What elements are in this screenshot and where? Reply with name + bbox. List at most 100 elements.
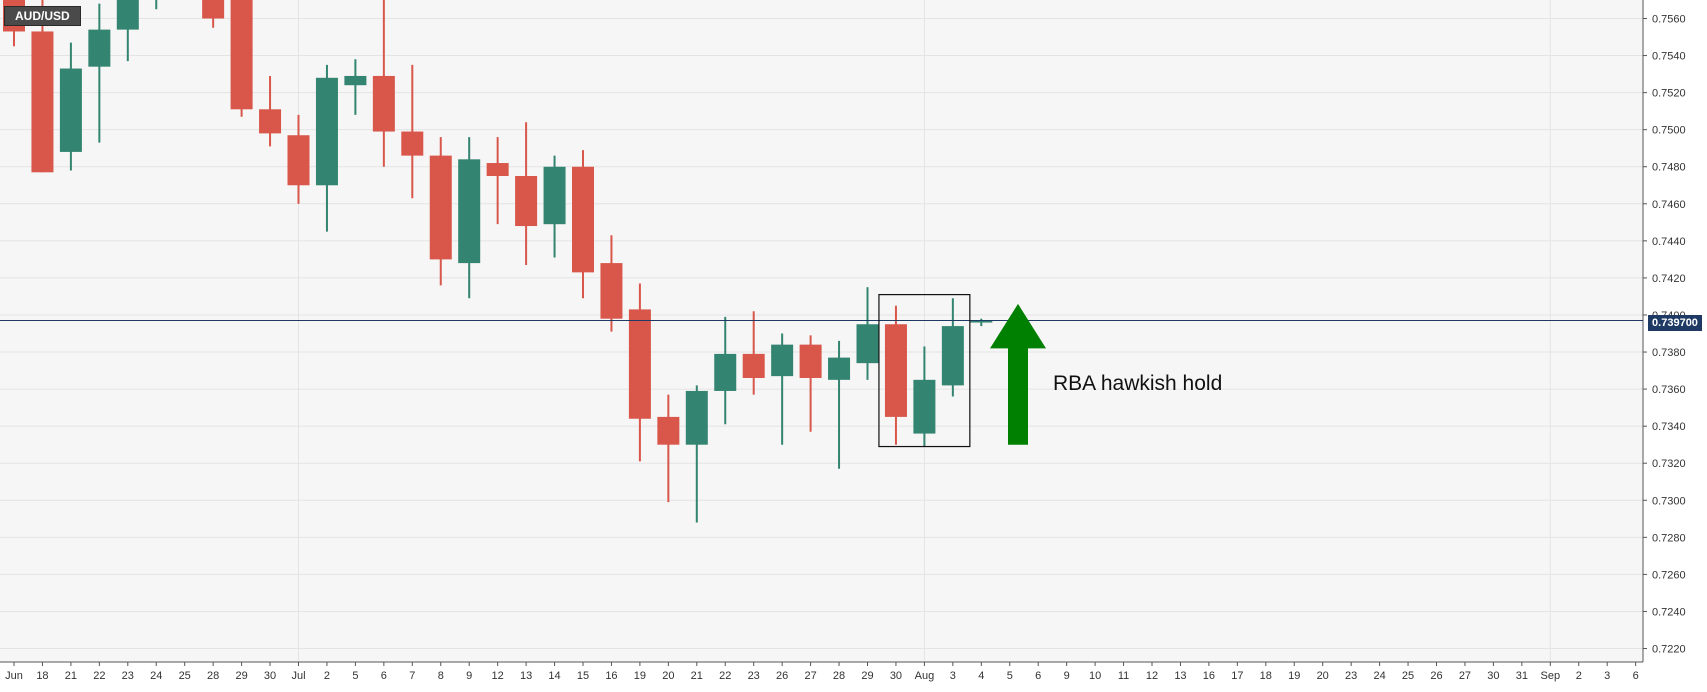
candle-body [429,155,452,260]
x-tick-label: Sep [1541,670,1561,682]
y-tick-label: 0.7240 [1652,606,1686,618]
candle-body [771,344,794,377]
x-tick-label: 6 [1633,670,1639,682]
y-tick-label: 0.7540 [1652,51,1686,63]
x-tick-label: 23 [122,670,134,682]
candle-body [202,0,225,19]
candle-body [344,75,367,86]
y-tick-label: 0.7320 [1652,458,1686,470]
candle-body [230,0,253,110]
y-tick-label: 0.7440 [1652,236,1686,248]
x-tick-label: 25 [1402,670,1414,682]
x-tick-label: 23 [748,670,760,682]
x-tick-label: 9 [466,670,472,682]
candle-body [315,77,338,186]
x-tick-label: 7 [409,670,415,682]
y-tick-label: 0.7260 [1652,569,1686,581]
x-tick-label: 26 [1430,670,1442,682]
x-tick-label: 17 [1231,670,1243,682]
x-tick-label: 6 [1035,670,1041,682]
x-tick-label: 16 [605,670,617,682]
x-tick-label: 21 [691,670,703,682]
candle-body [31,31,54,173]
x-tick-label: 29 [235,670,247,682]
x-tick-label: 20 [1317,670,1329,682]
y-tick-label: 0.7220 [1652,644,1686,656]
x-tick-label: 14 [548,670,560,682]
y-tick-label: 0.7500 [1652,125,1686,137]
x-tick-label: 3 [950,670,956,682]
x-tick-label: 13 [520,670,532,682]
candle-body [714,353,737,391]
x-tick-label: 19 [1288,670,1300,682]
y-tick-label: 0.7380 [1652,347,1686,359]
candle-body [685,390,708,445]
x-tick-label: 5 [1007,670,1013,682]
x-tick-label: 12 [1146,670,1158,682]
candle-body [628,309,651,419]
current-price-badge: 0.739700 [1648,315,1702,331]
x-tick-label: 28 [207,670,219,682]
x-tick-label: 4 [978,670,984,682]
candle-body [742,353,765,378]
symbol-label: AUD/USD [4,6,81,26]
x-tick-label: 27 [1459,670,1471,682]
x-tick-label: 24 [1373,670,1385,682]
x-tick-label: 20 [662,670,674,682]
candle-body [884,324,907,417]
annotation-text: RBA hawkish hold [1053,372,1223,395]
x-tick-label: 8 [438,670,444,682]
highlight-box [878,293,971,448]
candle-body [600,263,623,319]
y-tick-label: 0.7280 [1652,532,1686,544]
candle-body [486,163,509,177]
candle-body [543,166,566,225]
x-tick-label: 23 [1345,670,1357,682]
x-tick-label: Jul [291,670,305,682]
candle-body [657,416,680,445]
x-tick-label: 16 [1203,670,1215,682]
x-tick-label: 27 [804,670,816,682]
candle-body [941,326,964,386]
x-tick-label: 30 [264,670,276,682]
x-tick-label: 22 [93,670,105,682]
candle-body [856,324,879,364]
x-tick-label: 31 [1516,670,1528,682]
x-tick-label: 15 [577,670,589,682]
candle-body [287,135,310,186]
x-tick-label: 9 [1064,670,1070,682]
x-tick-label: 25 [179,670,191,682]
x-tick-label: 28 [833,670,845,682]
candle-body [59,68,82,152]
x-tick-label: 2 [324,670,330,682]
up-arrow-icon [990,303,1046,445]
x-tick-label: 5 [352,670,358,682]
candle-body [116,0,139,30]
candle-body [970,320,993,323]
x-tick-label: 19 [634,670,646,682]
x-tick-label: 12 [492,670,504,682]
x-tick-label: 21 [65,670,77,682]
y-tick-label: 0.7360 [1652,384,1686,396]
x-tick-label: 29 [861,670,873,682]
candle-body [828,357,851,380]
candle-body [401,131,424,156]
x-tick-label: 22 [719,670,731,682]
y-tick-label: 0.7300 [1652,495,1686,507]
y-tick-label: 0.7460 [1652,199,1686,211]
candle-body [515,176,538,227]
x-tick-label: 30 [1487,670,1499,682]
x-tick-label: Aug [915,670,935,682]
x-tick-label: 11 [1118,670,1129,682]
candle-body [88,29,111,67]
candle-body [799,344,822,378]
x-tick-label: 2 [1576,670,1582,682]
x-tick-label: 18 [1260,670,1272,682]
candle-body [458,159,481,264]
x-tick-label: 6 [381,670,387,682]
y-tick-label: 0.7340 [1652,421,1686,433]
x-tick-label: 26 [776,670,788,682]
candle-body [259,109,282,134]
